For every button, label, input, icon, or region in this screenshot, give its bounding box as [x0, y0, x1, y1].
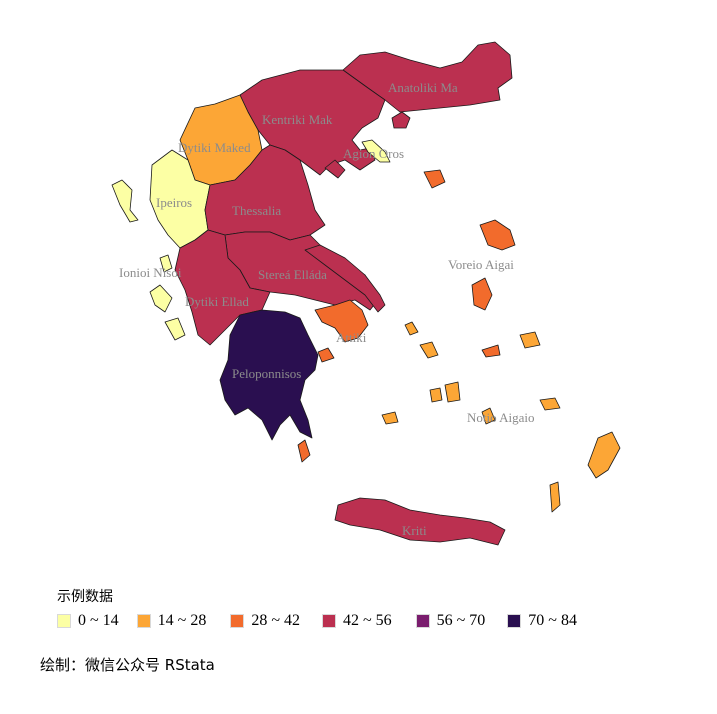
caption: 绘制：微信公众号 RStata — [40, 656, 215, 674]
label-kriti: Kriti — [402, 523, 427, 538]
legend-label: 42 ~ 56 — [342, 612, 392, 629]
legend-label: 56 ~ 70 — [436, 612, 486, 629]
legend-swatch — [57, 614, 71, 628]
label-attiki: Attiki — [336, 330, 367, 345]
island-aegina — [317, 347, 335, 363]
region-anatoliki — [342, 41, 513, 113]
legend-label: 28 ~ 42 — [251, 612, 300, 629]
legend: 示例数据 0 ~ 14 14 ~ 28 28 ~ 42 42 ~ 56 56 ~ 70 7… — [57, 586, 577, 630]
legend-label: 14 ~ 28 — [157, 612, 207, 629]
region-ionioi — [111, 179, 139, 223]
region-peloponnisos — [219, 309, 319, 441]
legend-label: 0 ~ 14 — [78, 612, 119, 629]
island-kythira — [297, 439, 311, 463]
label-dytiki-ellada: Dytiki Ellad — [185, 294, 249, 309]
island-paros — [429, 387, 443, 403]
region-kriti — [334, 497, 506, 546]
peninsula-kassandra — [324, 159, 346, 179]
legend-item: 0 ~ 14 — [57, 612, 119, 630]
island-milos — [381, 411, 399, 425]
legend-items: 0 ~ 14 14 ~ 28 28 ~ 42 42 ~ 56 56 ~ 70 70 ~ 8… — [57, 612, 577, 630]
legend-title: 示例数据 — [57, 589, 113, 605]
island-andros — [419, 341, 439, 359]
legend-swatch — [321, 614, 336, 628]
legend-item: 70 ~ 84 — [507, 612, 577, 630]
label-ionioi: Ionioi Nisoi — [119, 265, 182, 280]
island-santorini — [481, 407, 496, 425]
greece-choropleth-map: Anatoliki Ma Kentriki Mak Dytiki Maked A… — [111, 41, 621, 546]
island-chios — [471, 277, 493, 311]
island-ikaria — [481, 344, 501, 358]
label-agion-oros: Agion Oros — [343, 146, 404, 161]
legend-item: 42 ~ 56 — [321, 612, 392, 630]
island-kos — [539, 397, 561, 411]
label-anatoliki: Anatoliki Ma — [388, 80, 458, 95]
island-karpathos — [549, 481, 561, 513]
island-lemnos — [423, 169, 446, 189]
region-agion-oros — [361, 139, 391, 163]
label-notio: Notio Aigaio — [467, 410, 535, 425]
island-kefalonia — [149, 284, 173, 313]
label-sterea: Stereá Elláda — [258, 267, 327, 282]
island-evia — [304, 244, 386, 313]
legend-item: 14 ~ 28 — [136, 612, 207, 630]
label-peloponnisos: Peloponnisos — [232, 366, 301, 381]
island-amorgos — [519, 331, 541, 349]
island-thasos — [391, 111, 411, 129]
region-notio — [404, 321, 419, 336]
legend-swatch — [230, 614, 245, 628]
island-zakynthos — [164, 317, 186, 341]
label-dytiki-mak: Dytiki Maked — [178, 140, 251, 155]
legend-label: 70 ~ 84 — [528, 612, 577, 629]
legend-item: 28 ~ 42 — [230, 612, 300, 630]
label-thessalia: Thessalia — [232, 203, 281, 218]
label-kentriki: Kentriki Mak — [262, 112, 333, 127]
legend-swatch — [507, 614, 522, 628]
legend-swatch — [415, 614, 430, 628]
label-ipeiros: Ipeiros — [156, 195, 192, 210]
region-voreio — [479, 219, 516, 251]
legend-swatch — [136, 614, 151, 628]
island-lefkada — [159, 254, 173, 273]
legend-item: 56 ~ 70 — [415, 612, 486, 630]
label-voreio: Voreio Aigai — [448, 257, 514, 272]
island-naxos — [444, 381, 461, 403]
region-attiki — [314, 299, 369, 343]
island-rhodes — [587, 431, 621, 479]
